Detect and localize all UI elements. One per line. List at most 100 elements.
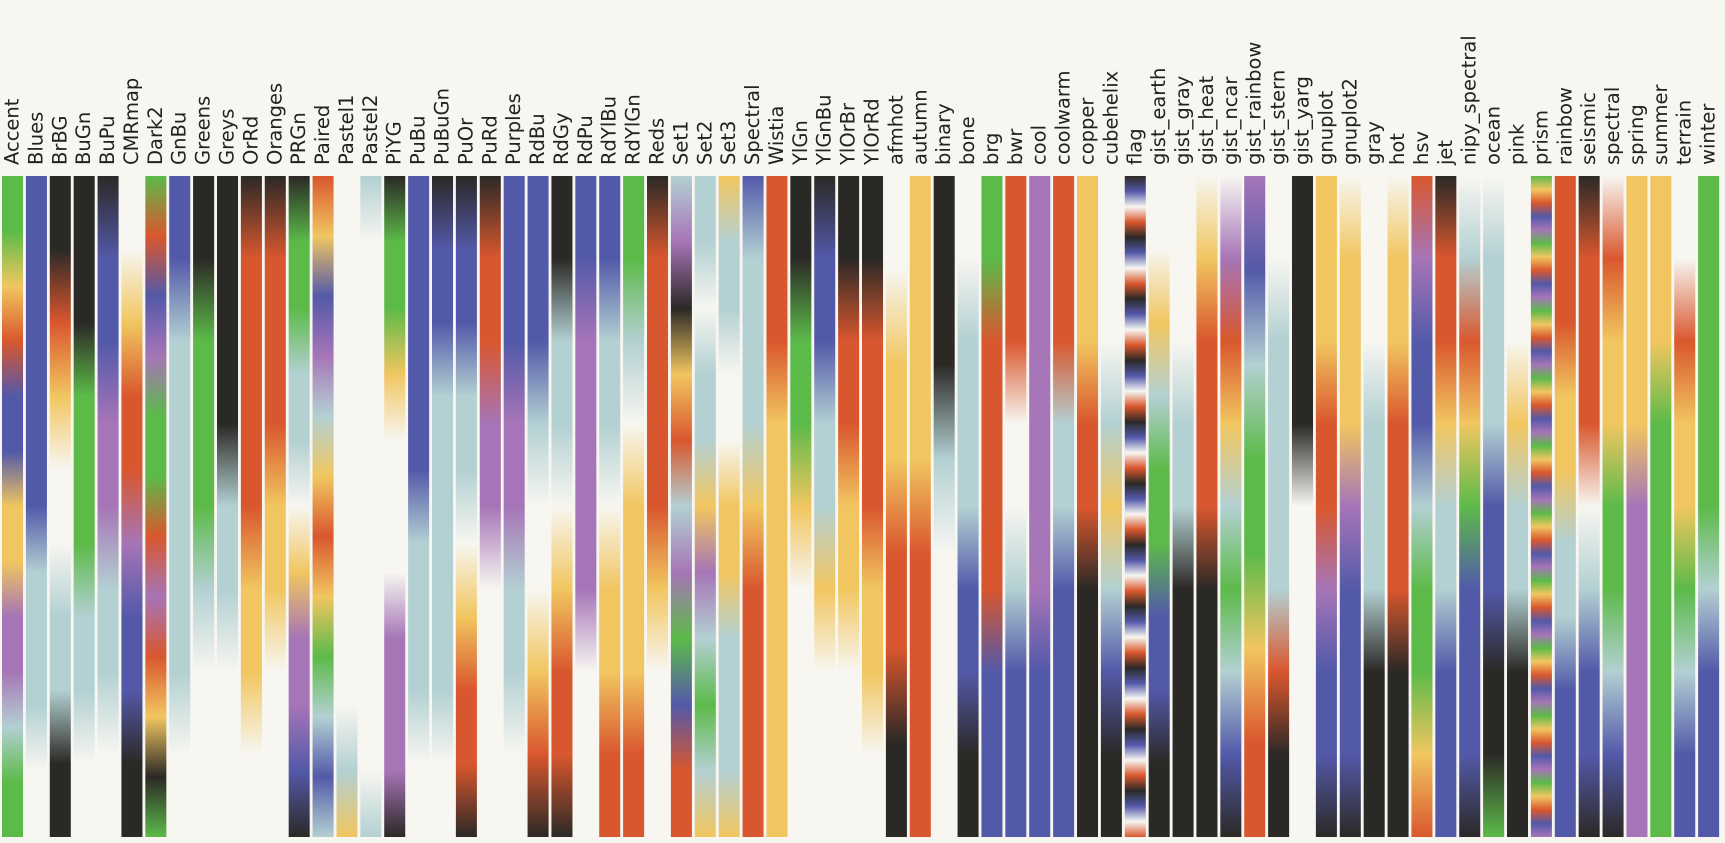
- colormap-strip-bugn: [73, 176, 95, 837]
- colormap-label-wistia: Wistia: [765, 106, 788, 165]
- colormap-strip-gist-heat: [1196, 176, 1218, 837]
- colormap-strip-piyg: [384, 176, 406, 837]
- colormap-strip-reds: [647, 176, 669, 837]
- colormap-label-rdpu: RdPu: [574, 115, 597, 165]
- colormap-strip-paired: [312, 176, 334, 837]
- colormap-label-rdylbu: RdYlBu: [598, 96, 621, 165]
- colormap-strip-gist-gray: [1172, 176, 1194, 837]
- colormap-strip-oranges: [264, 176, 286, 837]
- colormap-strip-gist-earth: [1148, 176, 1170, 837]
- colormap-strip-cubehelix: [1100, 176, 1122, 837]
- colormap-strip-ocean: [1483, 176, 1505, 837]
- colormap-strip-gnuplot: [1315, 176, 1337, 837]
- colormap-strip-pubu: [408, 176, 430, 837]
- colormap-label-bwr: bwr: [1004, 128, 1027, 165]
- colormap-label-autumn: autumn: [908, 89, 931, 165]
- colormap-label-ylorbr: YlOrBr: [837, 102, 860, 166]
- colormap-strips: [2, 176, 1720, 837]
- colormap-strip-prgn: [288, 176, 310, 837]
- colormap-label-rdylgn: RdYlGn: [622, 94, 645, 165]
- colormap-strip-binary: [933, 176, 955, 837]
- colormap-label-gist-ncar: gist_ncar: [1219, 76, 1242, 165]
- colormap-strip-rdgy: [551, 176, 573, 837]
- colormap-label-pastel1: Pastel1: [335, 95, 358, 165]
- colormap-strip-set2: [694, 176, 716, 837]
- colormap-label-gnbu: GnBu: [168, 112, 191, 165]
- colormap-strip-rainbow: [1554, 176, 1576, 837]
- colormap-label-cmrmap: CMRmap: [120, 78, 143, 165]
- colormap-label-jet: jet: [1434, 140, 1457, 166]
- colormap-label-gist-yarg: gist_yarg: [1291, 76, 1314, 165]
- colormap-strip-rdbu: [527, 176, 549, 837]
- colormap-label-greens: Greens: [192, 96, 215, 165]
- colormap-label-dark2: Dark2: [144, 106, 167, 165]
- colormap-label-gist-gray: gist_gray: [1171, 76, 1194, 165]
- colormap-strip-bwr: [1005, 176, 1027, 837]
- colormap-label-gnuplot2: gnuplot2: [1338, 78, 1361, 165]
- colormap-label-brg: brg: [980, 133, 1003, 165]
- colormap-strip-ylorbr: [838, 176, 860, 837]
- colormap-label-binary: binary: [932, 103, 955, 165]
- colormap-label-gnuplot: gnuplot: [1314, 90, 1337, 165]
- colormap-label-pastel2: Pastel2: [359, 95, 382, 165]
- colormap-strip-jet: [1435, 176, 1457, 837]
- colormap-label-spring: spring: [1625, 104, 1648, 165]
- colormap-label-afmhot: afmhot: [884, 95, 907, 165]
- colormap-label-bugn: BuGn: [72, 112, 95, 165]
- colormap-strip-gnbu: [169, 176, 191, 837]
- colormap-strip-accent: [2, 176, 24, 837]
- colormap-label-purples: Purples: [502, 93, 525, 165]
- colormap-label-ocean: ocean: [1482, 106, 1505, 165]
- colormap-strip-set1: [670, 176, 692, 837]
- colormap-label-hsv: hsv: [1410, 131, 1433, 165]
- colormap-strip-orrd: [240, 176, 262, 837]
- colormap-label-accent: Accent: [1, 98, 24, 165]
- colormap-label-purd: PuRd: [478, 115, 501, 165]
- colormap-strip-wistia: [766, 176, 788, 837]
- colormap-label-greys: Greys: [216, 109, 239, 165]
- colormap-strip-cmrmap: [121, 176, 143, 837]
- colormap-label-spectral: Spectral: [741, 84, 764, 165]
- colormap-strip-flag: [1124, 176, 1146, 837]
- colormap-label-coolwarm: coolwarm: [1052, 70, 1075, 165]
- colormap-label-orrd: OrRd: [239, 116, 262, 165]
- colormap-strip-ylorrd: [862, 176, 884, 837]
- colormap-strip-ylgn: [790, 176, 812, 837]
- colormap-label-copper: copper: [1076, 97, 1099, 165]
- colormap-strip-summer: [1650, 176, 1672, 837]
- colormap-strip-spring: [1626, 176, 1648, 837]
- colormap-strip-cool: [1029, 176, 1051, 837]
- colormap-strip-seismic: [1578, 176, 1600, 837]
- colormap-strip-coolwarm: [1053, 176, 1075, 837]
- colormap-label-gist-heat: gist_heat: [1195, 75, 1218, 165]
- colormap-label-spectral: spectral: [1601, 87, 1624, 165]
- colormap-strip-prism: [1530, 176, 1552, 837]
- colormap-label-summer: summer: [1649, 83, 1672, 165]
- colormap-strip-puor: [455, 176, 477, 837]
- colormap-strip-rdylgn: [623, 176, 645, 837]
- colormap-strip-ylgnbu: [814, 176, 836, 837]
- colormap-label-pink: pink: [1506, 123, 1529, 165]
- colormap-labels: Accent Blues BrBG BuGn BuPu CMRmap Dark2 GnBu Gr…: [1, 35, 1720, 166]
- colormap-strip-hot: [1387, 176, 1409, 837]
- colormap-strip-purples: [503, 176, 525, 837]
- colormap-strip-spectral: [1602, 176, 1624, 837]
- colormap-label-ylgn: YlGn: [789, 120, 812, 166]
- colormap-strip-pastel1: [336, 176, 358, 837]
- colormap-strip-greens: [193, 176, 215, 837]
- colormap-strip-copper: [1077, 176, 1099, 837]
- colormap-label-nipy-spectral: nipy_spectral: [1458, 35, 1481, 165]
- colormap-strip-greys: [217, 176, 239, 837]
- colormap-strip-set3: [718, 176, 740, 837]
- colormap-strip-dark2: [145, 176, 167, 837]
- colormap-label-rdbu: RdBu: [526, 113, 549, 165]
- colormap-label-brbg: BrBG: [48, 115, 71, 165]
- colormap-label-hot: hot: [1386, 133, 1409, 165]
- colormap-label-gist-rainbow: gist_rainbow: [1243, 42, 1266, 165]
- colormap-label-puor: PuOr: [454, 117, 477, 165]
- colormap-strip-nipy-spectral: [1459, 176, 1481, 837]
- colormap-label-ylorrd: YlOrRd: [861, 98, 884, 166]
- colormap-label-rdgy: RdGy: [550, 112, 573, 165]
